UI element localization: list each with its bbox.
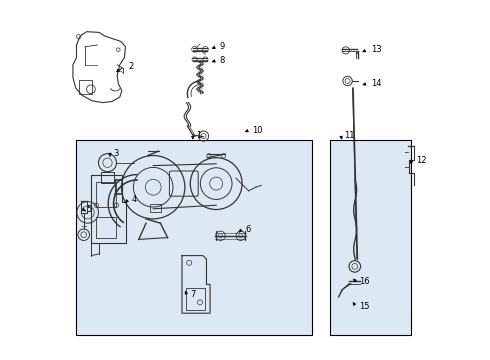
Text: 9: 9 xyxy=(220,42,225,51)
Bar xyxy=(101,172,114,183)
Text: 8: 8 xyxy=(220,56,225,65)
Bar xyxy=(96,182,117,207)
Bar xyxy=(330,140,411,335)
Bar xyxy=(150,204,161,212)
Bar xyxy=(76,140,312,335)
Text: 2: 2 xyxy=(128,62,133,71)
Bar xyxy=(79,80,92,94)
Text: 1: 1 xyxy=(196,130,202,139)
Text: 3: 3 xyxy=(114,149,119,158)
Bar xyxy=(186,288,205,310)
Text: 7: 7 xyxy=(190,290,196,299)
Text: 13: 13 xyxy=(371,45,382,54)
Text: 14: 14 xyxy=(371,79,382,88)
Bar xyxy=(96,217,117,238)
Text: 11: 11 xyxy=(344,130,354,139)
Text: 4: 4 xyxy=(132,195,137,204)
Text: 12: 12 xyxy=(416,156,426,165)
Text: 16: 16 xyxy=(360,277,370,286)
Text: 5: 5 xyxy=(87,205,92,214)
Text: 10: 10 xyxy=(252,126,263,135)
Text: 6: 6 xyxy=(245,225,250,234)
Text: 15: 15 xyxy=(360,302,370,311)
